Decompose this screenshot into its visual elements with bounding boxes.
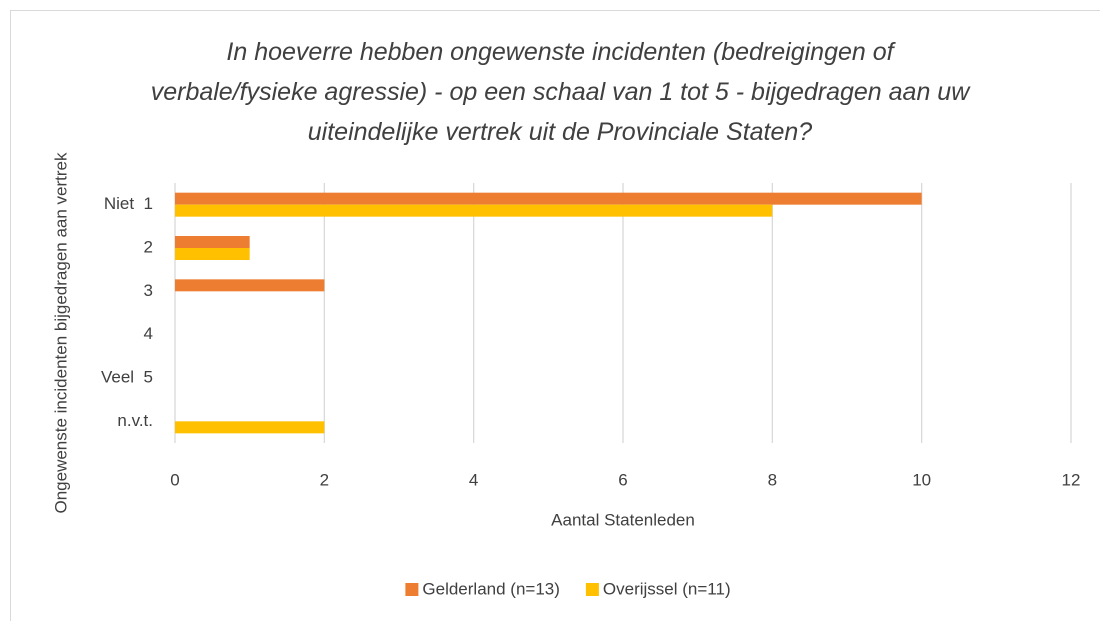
x-tick-label: 4 — [469, 470, 478, 489]
x-tick-label: 0 — [170, 470, 179, 489]
chart-border — [10, 10, 1100, 621]
x-axis-title: Aantal Statenleden — [551, 510, 695, 529]
y-tick-label: 2 — [144, 237, 153, 256]
legend-swatch — [585, 583, 599, 596]
y-axis-title: Ongewenste incidenten bijgedragen aan ve… — [51, 152, 70, 514]
bar — [175, 204, 773, 217]
legend: Gelderland (n=13) Overijssel (n=11) — [405, 579, 731, 598]
legend-label: Overijssel (n=11) — [603, 579, 731, 598]
bar — [175, 192, 922, 205]
y-tick-label: 3 — [144, 281, 153, 300]
bar — [175, 236, 250, 248]
bar — [175, 248, 250, 260]
x-tick-label: 12 — [1062, 470, 1081, 489]
bar — [175, 421, 325, 434]
x-tick-label: 6 — [618, 470, 627, 489]
legend-swatch — [405, 583, 419, 596]
legend-label: Gelderland (n=13) — [422, 579, 560, 598]
x-tick-label: 2 — [320, 470, 329, 489]
y-tick-label: Niet 1 — [104, 194, 153, 213]
y-tick-label: 4 — [144, 324, 153, 343]
x-tick-label: 8 — [768, 470, 777, 489]
y-tick-label: Veel 5 — [101, 367, 153, 386]
bar — [175, 279, 325, 292]
x-tick-label: 10 — [912, 470, 931, 489]
y-tick-label: n.v.t. — [117, 411, 153, 430]
chart-title: In hoeverre hebben ongewenste incidenten… — [150, 38, 970, 146]
